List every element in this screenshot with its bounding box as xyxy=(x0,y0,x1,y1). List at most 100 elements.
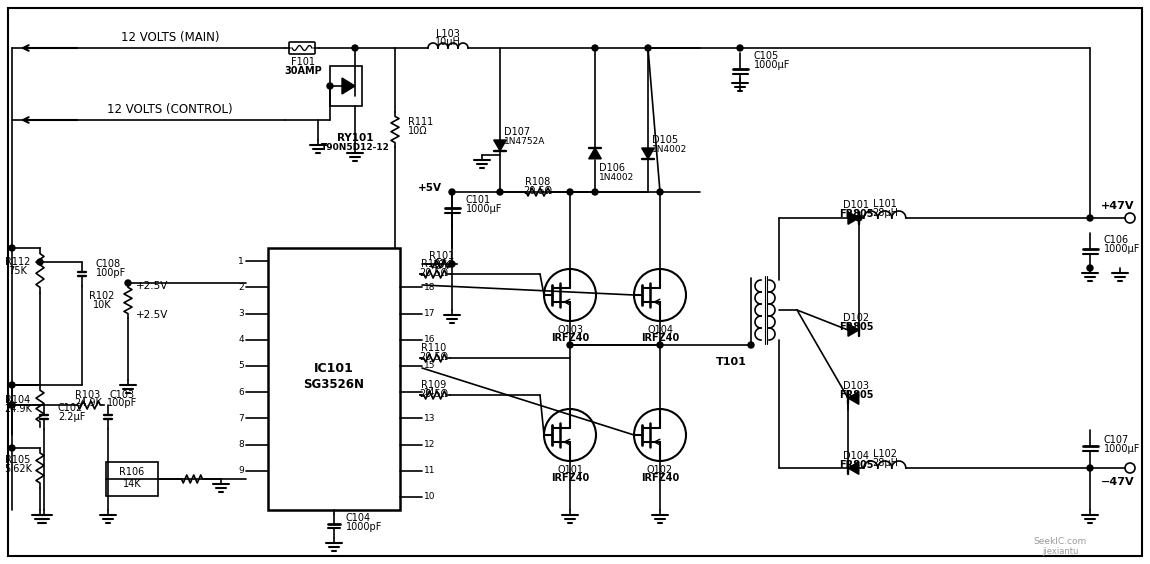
Circle shape xyxy=(352,45,358,51)
Text: 24.9K: 24.9K xyxy=(5,404,32,414)
Circle shape xyxy=(856,215,861,221)
Text: L101: L101 xyxy=(873,199,897,209)
Text: FR805: FR805 xyxy=(838,390,873,400)
Text: IRFZ40: IRFZ40 xyxy=(551,473,589,483)
Circle shape xyxy=(1087,465,1092,471)
Text: IRFZ40: IRFZ40 xyxy=(551,333,589,343)
Text: 13: 13 xyxy=(424,414,436,423)
Text: jiexiantu: jiexiantu xyxy=(1042,547,1079,556)
Text: +5V: +5V xyxy=(417,183,442,193)
Text: 2: 2 xyxy=(238,283,244,292)
Circle shape xyxy=(37,259,43,265)
Circle shape xyxy=(567,342,573,348)
Text: −47V: −47V xyxy=(1102,477,1135,487)
Circle shape xyxy=(1087,215,1092,221)
Circle shape xyxy=(448,261,455,267)
Bar xyxy=(106,462,158,496)
Text: SG3526N: SG3526N xyxy=(304,378,365,391)
Text: 1000μF: 1000μF xyxy=(754,60,790,70)
Text: IRFZ40: IRFZ40 xyxy=(641,473,680,483)
Text: Q103: Q103 xyxy=(557,325,583,335)
Text: D107: D107 xyxy=(504,127,530,137)
Text: D106: D106 xyxy=(599,163,624,173)
Text: 6: 6 xyxy=(238,387,244,396)
Text: RY101: RY101 xyxy=(337,133,374,143)
Text: +2.5V: +2.5V xyxy=(136,310,168,320)
Text: R106: R106 xyxy=(120,467,145,477)
Text: 1: 1 xyxy=(238,257,244,266)
Circle shape xyxy=(9,402,15,408)
Text: T101: T101 xyxy=(715,357,746,367)
Text: R112: R112 xyxy=(6,257,31,267)
Text: 8: 8 xyxy=(238,440,244,449)
Text: 17: 17 xyxy=(424,309,436,318)
Circle shape xyxy=(9,445,15,451)
Text: 28μH: 28μH xyxy=(872,208,898,218)
Text: 14: 14 xyxy=(424,387,436,396)
Text: IC101: IC101 xyxy=(314,363,354,376)
Text: R109: R109 xyxy=(421,380,446,390)
Text: F101: F101 xyxy=(291,57,315,67)
Text: Q101: Q101 xyxy=(557,465,583,475)
Polygon shape xyxy=(848,462,859,474)
Circle shape xyxy=(9,402,15,408)
Text: FR805: FR805 xyxy=(838,209,873,219)
Text: C105: C105 xyxy=(754,51,780,61)
Text: C102: C102 xyxy=(58,403,83,413)
Bar xyxy=(268,248,400,510)
Circle shape xyxy=(657,342,664,348)
Text: 100pF: 100pF xyxy=(95,268,126,278)
Circle shape xyxy=(327,83,334,89)
Text: 7: 7 xyxy=(238,414,244,423)
Circle shape xyxy=(592,189,598,195)
Circle shape xyxy=(592,45,598,51)
Text: 20.5Ω: 20.5Ω xyxy=(420,268,448,278)
Text: 10K: 10K xyxy=(432,260,451,270)
Text: 1N4002: 1N4002 xyxy=(599,173,635,182)
Circle shape xyxy=(125,280,131,286)
Text: R111: R111 xyxy=(408,117,434,127)
Text: 9: 9 xyxy=(238,466,244,475)
Text: C108: C108 xyxy=(95,259,121,269)
Text: 20.5Ω: 20.5Ω xyxy=(420,389,448,399)
Text: SeekIC.com: SeekIC.com xyxy=(1034,537,1087,547)
Text: D101: D101 xyxy=(843,200,869,210)
Text: 10: 10 xyxy=(424,492,436,501)
Text: T90N5D12-12: T90N5D12-12 xyxy=(321,143,390,152)
Circle shape xyxy=(9,245,15,251)
Circle shape xyxy=(748,342,754,348)
Text: C101: C101 xyxy=(466,195,491,205)
Text: 12 VOLTS (MAIN): 12 VOLTS (MAIN) xyxy=(121,30,220,43)
Polygon shape xyxy=(342,78,355,94)
Text: 5: 5 xyxy=(238,362,244,371)
Polygon shape xyxy=(493,140,506,151)
Text: 11: 11 xyxy=(424,466,436,475)
Text: 15: 15 xyxy=(424,362,436,371)
Text: 20.5Ω: 20.5Ω xyxy=(523,186,552,196)
Polygon shape xyxy=(848,324,859,336)
Circle shape xyxy=(497,189,503,195)
Text: +47V: +47V xyxy=(1102,201,1135,211)
Text: +2.5V: +2.5V xyxy=(136,281,168,291)
Polygon shape xyxy=(642,148,654,159)
Text: 2.2μF: 2.2μF xyxy=(58,412,85,422)
Text: 14K: 14K xyxy=(123,479,141,489)
Text: 3: 3 xyxy=(238,309,244,318)
Text: R102: R102 xyxy=(90,291,115,301)
Text: 30AMP: 30AMP xyxy=(284,66,322,76)
Circle shape xyxy=(567,189,573,195)
Text: D102: D102 xyxy=(843,313,869,323)
Circle shape xyxy=(9,382,15,388)
Text: L103: L103 xyxy=(436,29,460,39)
Text: C106: C106 xyxy=(1104,235,1129,245)
Text: 24.9K: 24.9K xyxy=(74,398,102,408)
Text: 100pF: 100pF xyxy=(107,398,137,408)
Text: R107: R107 xyxy=(421,259,446,269)
Text: 5.62K: 5.62K xyxy=(3,464,32,474)
Text: 1000μF: 1000μF xyxy=(466,204,503,214)
Text: L102: L102 xyxy=(873,449,897,459)
Text: 12: 12 xyxy=(424,440,436,449)
Text: R105: R105 xyxy=(6,455,31,465)
Circle shape xyxy=(737,45,743,51)
Text: 75K: 75K xyxy=(8,266,28,276)
